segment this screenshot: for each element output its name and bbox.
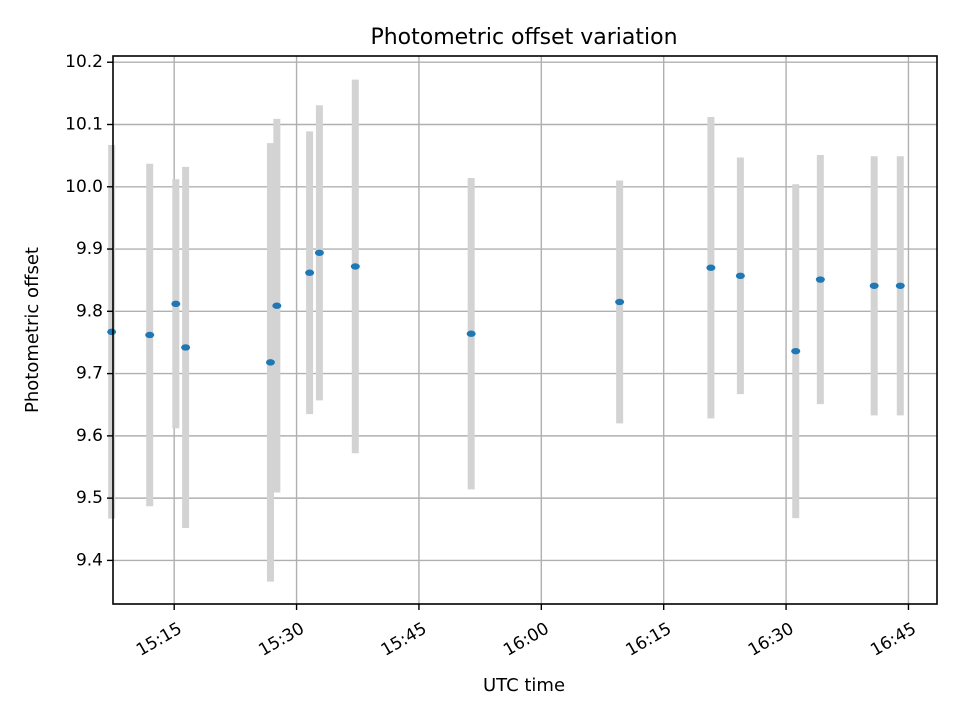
y-tick-label: 9.4 xyxy=(76,550,103,570)
data-point xyxy=(171,300,181,308)
data-point xyxy=(272,302,282,309)
data-point xyxy=(145,331,155,339)
data-point xyxy=(815,276,825,283)
x-tick-label: 16:45 xyxy=(867,619,919,661)
data-point xyxy=(305,269,315,276)
chart-title: Photometric offset variation xyxy=(370,25,677,50)
x-axis-ticks: 15:15 15:30 15:45 16:00 16:15 16:30 16:45 xyxy=(133,604,920,661)
plot-frame xyxy=(112,55,938,605)
y-tick-label: 9.9 xyxy=(76,239,103,259)
data-point xyxy=(869,282,879,289)
y-tick-label: 10.0 xyxy=(65,177,103,197)
data-point xyxy=(735,272,745,280)
grid-lines xyxy=(113,56,937,604)
data-point xyxy=(615,298,625,306)
data-point xyxy=(181,344,191,351)
x-tick-label: 15:15 xyxy=(133,619,185,661)
data-point xyxy=(350,263,360,270)
x-axis-label: UTC time xyxy=(483,675,565,696)
data-point xyxy=(314,249,324,256)
y-tick-label: 10.1 xyxy=(65,115,103,135)
y-tick-label: 9.8 xyxy=(76,301,103,321)
data-point xyxy=(791,347,801,355)
data-point xyxy=(895,282,905,289)
x-tick-label: 16:15 xyxy=(623,619,675,661)
data-point xyxy=(706,264,716,271)
data-point xyxy=(265,359,275,366)
y-tick-label: 10.2 xyxy=(65,52,103,72)
y-axis-label: Photometric offset xyxy=(22,247,43,413)
x-tick-label: 16:30 xyxy=(745,619,797,661)
data-point xyxy=(466,330,476,337)
data-points xyxy=(107,249,905,366)
y-tick-label: 9.5 xyxy=(76,488,103,508)
y-tick-label: 9.7 xyxy=(76,364,103,384)
y-tick-label: 9.6 xyxy=(76,426,103,446)
x-tick-label: 15:30 xyxy=(255,619,307,661)
data-point xyxy=(107,328,117,336)
y-axis-ticks: 9.4 9.5 9.6 9.7 9.8 9.9 10.0 10.1 10.2 xyxy=(65,52,113,570)
x-tick-label: 15:45 xyxy=(378,619,430,661)
x-tick-label: 16:00 xyxy=(500,619,552,661)
error-bars xyxy=(108,79,904,582)
